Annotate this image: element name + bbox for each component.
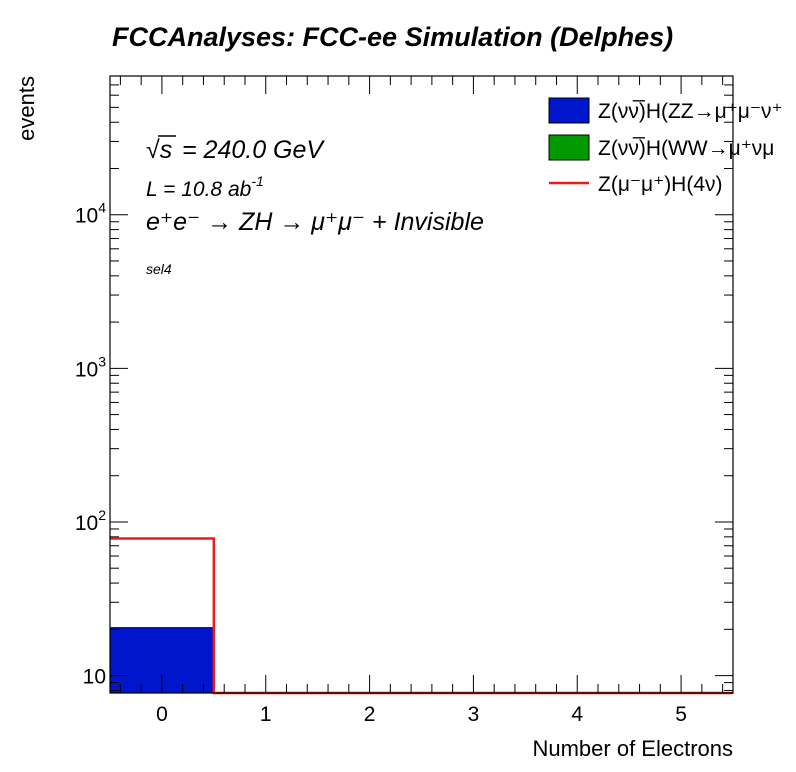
x-tick-label-4: 4 bbox=[571, 703, 583, 726]
x-tick-label-1: 1 bbox=[260, 703, 272, 726]
y-tick-labels: 10 102 103 104 bbox=[75, 200, 106, 689]
legend-swatch-0 bbox=[548, 97, 590, 124]
x-tick-label-5: 5 bbox=[675, 703, 687, 726]
legend-label-0: Z(νν̅)H(ZZ→μ⁺μ⁻ν⁺ bbox=[598, 100, 783, 123]
legend: Z(νν̅)H(ZZ→μ⁺μ⁻ν⁺ Z(νν̅)H(WW→μ⁺νμ Z(μ⁻μ⁺)H… bbox=[548, 97, 783, 196]
annotation-energy: √s = 240.0 GeV bbox=[146, 135, 325, 164]
x-tick-label-2: 2 bbox=[364, 703, 376, 726]
x-tick-labels: 0 1 2 3 4 5 bbox=[156, 703, 687, 726]
process-label: e⁺e⁻ → ZH → μ⁺μ⁻ + Invisible bbox=[146, 208, 484, 236]
sqrt-s-symbol: √s bbox=[146, 136, 172, 164]
chart-title: FCCAnalyses: FCC-ee Simulation (Delphes) bbox=[112, 22, 673, 52]
y-tick-label-1: 102 bbox=[75, 507, 106, 535]
axis-ticks bbox=[110, 75, 733, 693]
y-tick-label-0: 10 bbox=[83, 666, 106, 689]
selection-label: sel4 bbox=[146, 261, 172, 277]
x-tick-label-0: 0 bbox=[156, 703, 168, 726]
legend-swatch-1 bbox=[548, 134, 590, 161]
x-tick-label-3: 3 bbox=[468, 703, 480, 726]
x-axis-label: Number of Electrons bbox=[532, 736, 733, 761]
plot-frame bbox=[109, 75, 734, 694]
y-tick-label-3: 104 bbox=[75, 200, 106, 228]
energy-label: = 240.0 GeV bbox=[182, 136, 325, 164]
legend-label-1: Z(νν̅)H(WW→μ⁺νμ bbox=[598, 137, 774, 160]
y-tick-label-2: 103 bbox=[75, 353, 106, 381]
luminosity-base: L = 10.8 ab bbox=[146, 178, 252, 201]
y-axis-label: events bbox=[14, 76, 39, 141]
luminosity-exponent: -1 bbox=[251, 173, 263, 189]
luminosity-label: L = 10.8 ab-1 bbox=[146, 173, 264, 201]
legend-label-2: Z(μ⁻μ⁺)H(4ν) bbox=[598, 173, 723, 196]
